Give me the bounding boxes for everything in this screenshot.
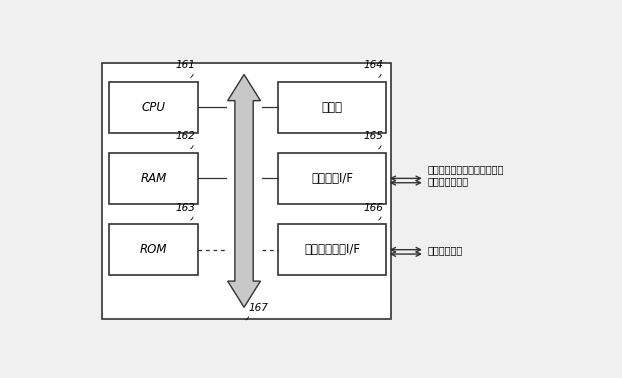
Text: CPU: CPU <box>142 101 165 114</box>
Bar <box>109 82 198 133</box>
Text: 外部接続I/F: 外部接続I/F <box>311 172 353 185</box>
Bar <box>109 225 198 275</box>
Polygon shape <box>228 74 261 307</box>
Text: ディスプレイ、キーボード、
カードリーダ等: ディスプレイ、キーボード、 カードリーダ等 <box>427 164 504 186</box>
Text: 167: 167 <box>249 303 269 313</box>
Text: 記憶部: 記憶部 <box>322 101 343 114</box>
Bar <box>109 153 198 204</box>
Bar <box>278 82 386 133</box>
Text: 161: 161 <box>176 60 196 70</box>
Text: ROM: ROM <box>140 243 167 256</box>
Text: 162: 162 <box>176 132 196 141</box>
Text: ネットワーク: ネットワーク <box>427 245 463 255</box>
Bar <box>278 153 386 204</box>
Text: 165: 165 <box>364 132 384 141</box>
Bar <box>102 63 391 319</box>
Bar <box>278 225 386 275</box>
Text: 166: 166 <box>364 203 384 213</box>
Text: RAM: RAM <box>141 172 167 185</box>
Text: 164: 164 <box>364 60 384 70</box>
Text: ネットワークI/F: ネットワークI/F <box>304 243 360 256</box>
Text: 163: 163 <box>176 203 196 213</box>
